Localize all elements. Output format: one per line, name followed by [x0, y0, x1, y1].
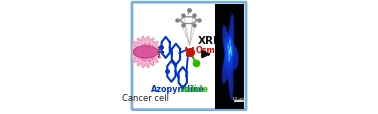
Text: Osmium: Osmium: [195, 45, 232, 54]
Polygon shape: [130, 37, 161, 68]
Ellipse shape: [133, 47, 158, 58]
Text: Azopyridine: Azopyridine: [151, 85, 205, 94]
Text: Cancer cell: Cancer cell: [122, 93, 169, 102]
Text: +: +: [151, 44, 165, 61]
Text: XRF: XRF: [198, 36, 221, 46]
Text: Halide: Halide: [180, 85, 209, 94]
